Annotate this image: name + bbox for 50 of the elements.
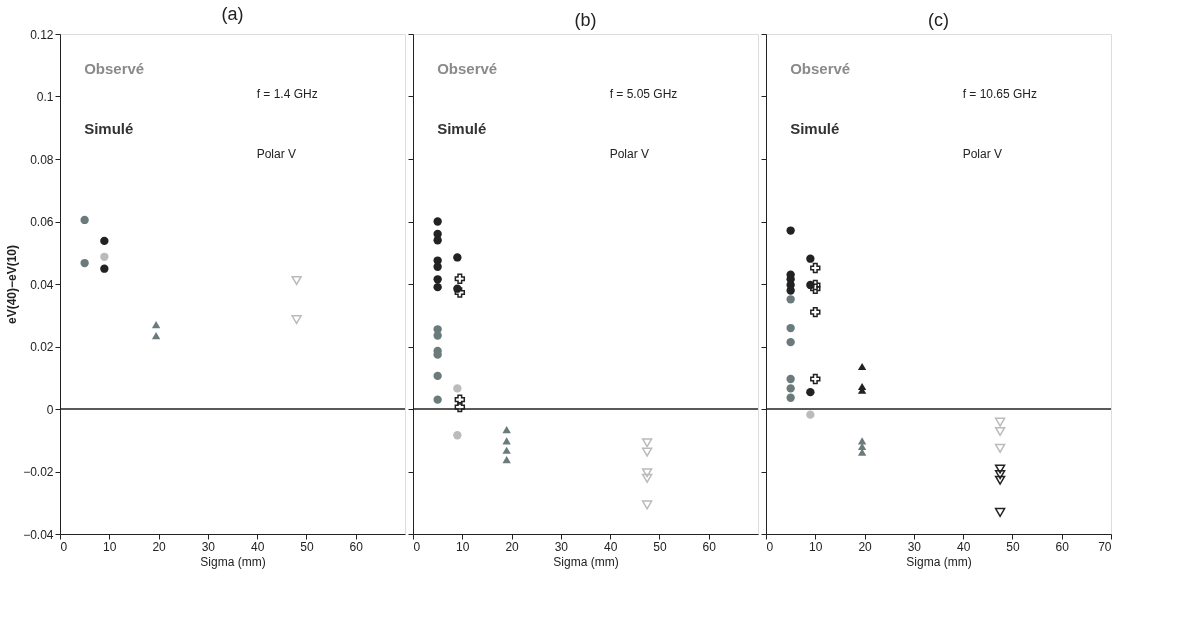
y-tick-label: 0.12 [30, 27, 54, 42]
x-tick-label: 30 [907, 539, 922, 554]
y-tick-label: 0.1 [36, 90, 54, 104]
annotation: Observé [790, 60, 851, 77]
x-tick-label: 20 [858, 539, 873, 554]
y-tick-label: 0.08 [30, 152, 54, 167]
x-tick-label: 60 [349, 539, 364, 554]
x-tick-label: 20 [505, 539, 520, 554]
x-tick-label: 40 [250, 539, 265, 554]
x-tick-label: 20 [152, 539, 167, 554]
y-tick-label: 0 [46, 402, 54, 417]
x-tick-label: 40 [603, 539, 618, 554]
x-tick-label: 50 [653, 539, 667, 554]
x-tick-label: 0 [60, 539, 68, 554]
x-tick-label: 60 [702, 539, 717, 554]
x-tick-label: 60 [1055, 539, 1070, 554]
annotation: Polar V [609, 147, 650, 161]
y-tick-label: 0.04 [30, 277, 54, 292]
annotation: f = 5.05 GHz [609, 87, 678, 101]
y-axis-title: eV(40)−eV(10) [5, 244, 20, 325]
x-tick-label: 40 [956, 539, 971, 554]
annotation: Polar V [256, 147, 297, 161]
x-tick-label: 70 [1098, 539, 1112, 554]
annotation: Observé [437, 60, 498, 77]
y-tick-label: 0.02 [30, 340, 54, 354]
chart-title: (b) [574, 9, 597, 30]
annotation: Simulé [790, 120, 840, 137]
y-tick-label: 0.06 [30, 215, 54, 229]
annotation: Simulé [84, 120, 134, 137]
x-tick-label: 0 [413, 539, 421, 554]
x-axis-title: Sigma (mm) [553, 554, 619, 569]
x-tick-label: 50 [1006, 539, 1020, 554]
x-tick-label: 10 [456, 539, 470, 554]
x-tick-label: 30 [554, 539, 569, 554]
y-tick-label: −0.04 [23, 527, 54, 542]
x-tick-label: 30 [201, 539, 216, 554]
annotation: Simulé [437, 120, 487, 137]
chart-title: (a) [221, 4, 244, 24]
annotation: Polar V [962, 147, 1003, 161]
x-tick-label: 10 [103, 539, 117, 554]
x-axis-title: Sigma (mm) [906, 554, 972, 569]
y-tick-label: −0.02 [23, 465, 54, 479]
annotation: f = 1.4 GHz [256, 87, 318, 101]
chart-title: (c) [928, 9, 949, 30]
x-axis-title: Sigma (mm) [200, 554, 266, 569]
annotation: Observé [84, 60, 145, 77]
x-tick-label: 0 [766, 539, 774, 554]
x-tick-label: 50 [300, 539, 314, 554]
x-tick-label: 10 [809, 539, 823, 554]
annotation: f = 10.65 GHz [962, 87, 1038, 101]
